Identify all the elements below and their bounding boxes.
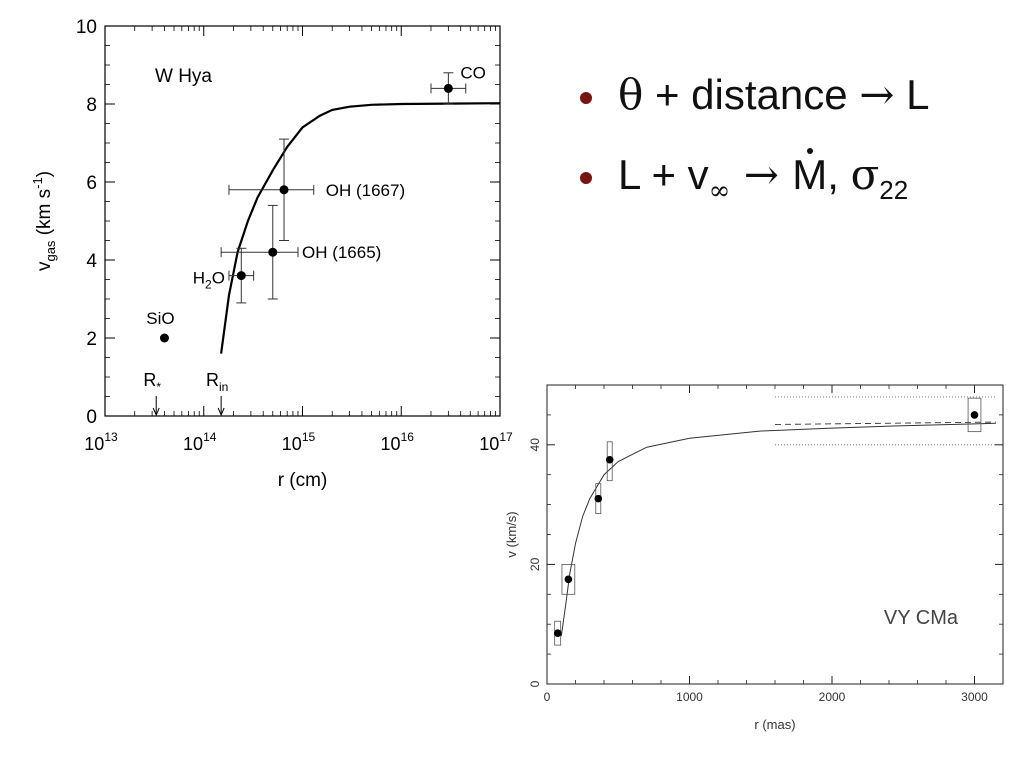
chart-label: W Hya (155, 66, 212, 87)
radius-marker-label: Rin (206, 370, 228, 394)
point-label: OH (1667) (326, 181, 405, 200)
x-tick-label: 1017 (479, 430, 513, 454)
x-tick-label: 3000 (961, 690, 988, 704)
bullet-text: L + v (618, 151, 709, 198)
sigma-subscript: 22 (879, 175, 909, 205)
infinity-symbol: ∞ (708, 176, 731, 206)
x-axis-label: r (mas) (754, 717, 795, 732)
y-tick-label: 0 (528, 680, 542, 687)
data-point (564, 575, 573, 584)
x-tick-label: 1000 (676, 690, 703, 704)
data-point (443, 83, 453, 93)
m-dot-symbol: M (792, 151, 828, 198)
y-tick-label: 10 (76, 17, 97, 38)
bullet-text-end: L (894, 71, 930, 118)
data-point (279, 185, 289, 195)
bullet-list: θ + distance → L L + v∞ → M, σ22 (580, 70, 1020, 230)
y-tick-label: 2 (86, 329, 97, 350)
plot-frame (546, 384, 1004, 685)
comma: , (827, 151, 851, 198)
y-tick-label: 6 (86, 173, 97, 194)
model-curve (220, 102, 501, 354)
arrow-symbol: → (859, 70, 895, 119)
model-curve (560, 422, 996, 637)
y-axis-label: v (km/s) (504, 511, 519, 557)
bullet-dot (580, 92, 592, 104)
x-axis-label: r (cm) (278, 470, 328, 491)
x-tick-label: 2000 (819, 690, 846, 704)
y-tick-label: 20 (528, 557, 542, 571)
y-tick-label: 8 (86, 95, 97, 116)
bullet-item-2: L + v∞ → M, σ22 (580, 150, 1020, 230)
error-box (561, 564, 576, 595)
x-tick-label: 0 (544, 690, 551, 704)
chart-label: VY CMa (884, 607, 959, 629)
error-box (967, 397, 982, 433)
data-point (236, 271, 246, 281)
point-label: CO (460, 63, 486, 82)
x-tick-label: 1016 (381, 430, 415, 454)
radius-marker-label: R* (143, 370, 161, 394)
point-label: H2O (193, 269, 225, 292)
point-label: SiO (146, 309, 174, 328)
y-tick-label: 0 (86, 407, 97, 428)
point-label: OH (1665) (302, 243, 381, 262)
theta-symbol: θ (618, 70, 644, 119)
arrow-symbol: → (730, 150, 793, 199)
radius-marker-arrowhead (152, 407, 160, 417)
data-point (159, 333, 169, 343)
bullet-dot (580, 172, 592, 184)
y-axis-label: vgas (km s-1) (30, 171, 58, 271)
radius-marker-arrowhead (217, 407, 225, 417)
data-point (594, 494, 603, 503)
x-tick-label: 1014 (183, 430, 217, 454)
data-point (605, 455, 614, 464)
data-point (268, 247, 278, 257)
data-point (553, 629, 562, 637)
sigma-symbol: σ (850, 150, 880, 199)
bullet-text: + distance (643, 71, 860, 118)
dashed-line (774, 421, 996, 425)
data-point (970, 411, 979, 419)
bullet-item-1: θ + distance → L (580, 70, 1020, 150)
x-tick-label: 1015 (282, 430, 316, 454)
x-tick-label: 1013 (84, 430, 118, 454)
y-tick-label: 40 (528, 438, 542, 452)
y-tick-label: 4 (86, 251, 97, 272)
